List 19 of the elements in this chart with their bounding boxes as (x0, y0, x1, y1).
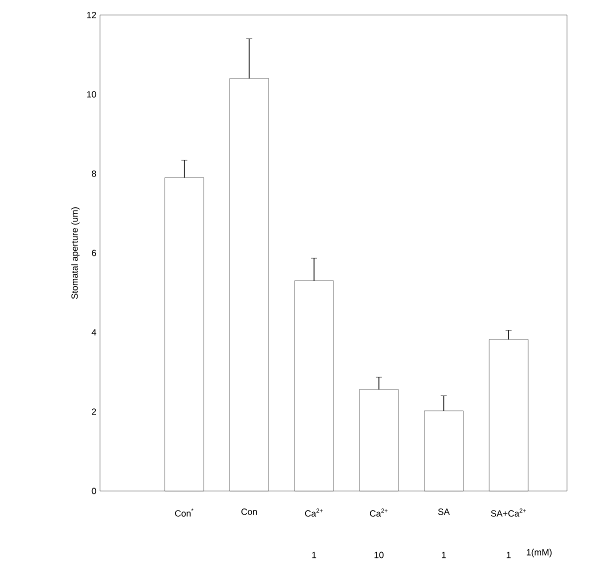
y-axis-title: Stomatal aperture (um) (71, 207, 80, 299)
text: 1(mM) (526, 548, 552, 558)
y-tick-label: 6 (92, 250, 96, 256)
y-tick-label: 4 (92, 329, 96, 336)
x-tick-label: Con (241, 508, 257, 515)
x-tick-label: Con$^{*}$ (175, 508, 194, 517)
y-tick-label: 8 (92, 170, 96, 177)
y-tick-label: 12 (87, 12, 96, 18)
x-tick-label: SA+Ca$^{2+}$ (490, 508, 526, 517)
y-tick-label: 0 (92, 488, 96, 494)
x-tick-label: SA (438, 508, 450, 515)
x-tick-label: Ca$^{2+}$ (305, 508, 323, 517)
text: 1 (442, 552, 446, 558)
x-tick-label: Ca$^{2+}$ (370, 508, 388, 517)
text: 10 (374, 552, 384, 558)
y-tick-label: 10 (87, 91, 96, 98)
text: 1 (312, 552, 316, 558)
text: 1 (506, 552, 511, 558)
y-tick-label: 2 (92, 408, 96, 415)
